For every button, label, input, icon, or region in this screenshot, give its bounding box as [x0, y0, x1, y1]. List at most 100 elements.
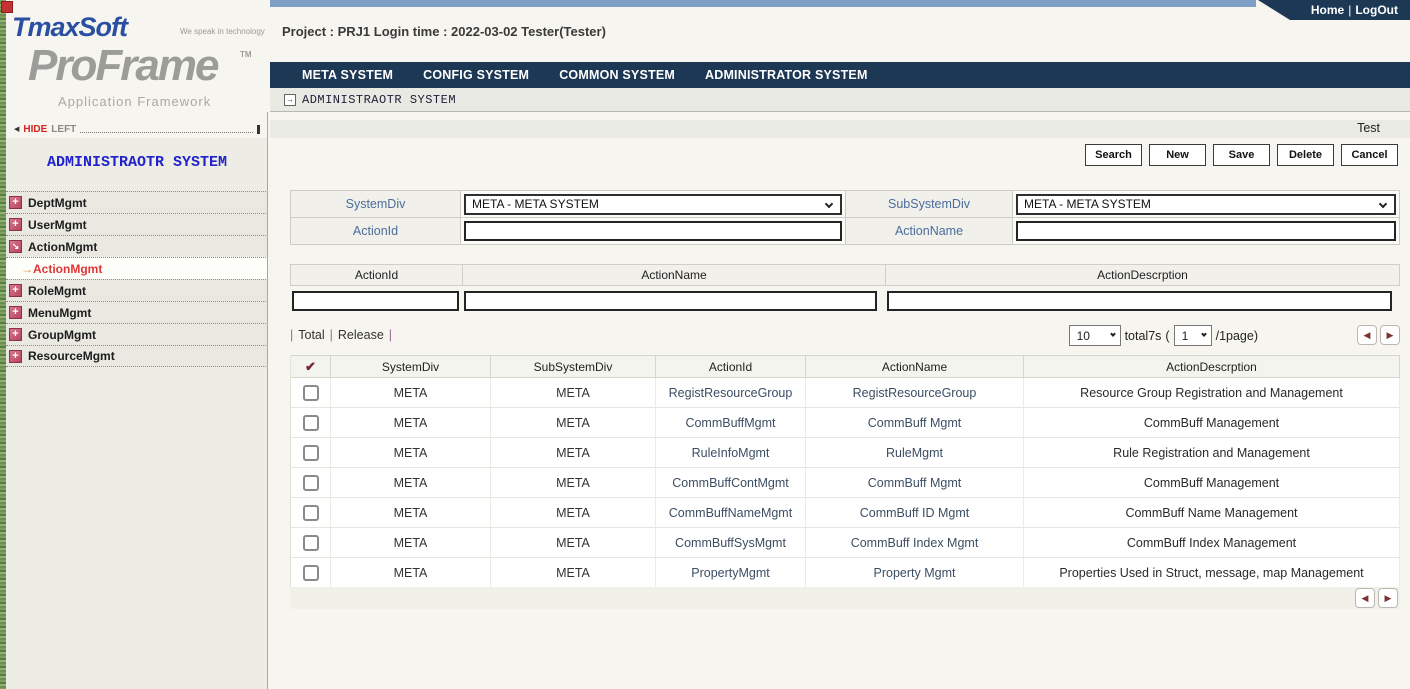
plus-icon[interactable]: +: [9, 349, 22, 363]
total-count-label: total7s: [1124, 328, 1162, 343]
table-header-row: ✔ SystemDiv SubSystemDiv ActionId Action…: [291, 356, 1400, 378]
top-accent-strip: [270, 0, 1256, 7]
row-checkbox[interactable]: [302, 384, 319, 401]
cell-subsystemdiv: META: [491, 528, 656, 558]
cell-systemdiv: META: [331, 378, 491, 408]
prev-page-button[interactable]: ◀: [1355, 588, 1375, 608]
sidebar-item-actionmgmt[interactable]: ↘ ActionMgmt: [6, 235, 268, 257]
search-button[interactable]: Search: [1085, 144, 1142, 166]
cell-actionname: CommBuff ID Mgmt: [806, 498, 1024, 528]
project-session-info: Project : PRJ1 Login time : 2022-03-02 T…: [282, 24, 606, 39]
sidebar-menu: + DeptMgmt + UserMgmt ↘ ActionMgmt → Act…: [6, 191, 268, 367]
chevron-down-icon: [824, 199, 834, 208]
page-size-select[interactable]: 10: [1068, 325, 1121, 346]
tab-separator: |: [290, 328, 294, 342]
entry-actiondescrption-input[interactable]: [887, 291, 1392, 311]
actionname-input[interactable]: [1016, 221, 1396, 241]
actionid-input[interactable]: [464, 221, 842, 241]
nav-meta-system[interactable]: META SYSTEM: [302, 68, 394, 82]
cell-actiondescrption: CommBuff Name Management: [1024, 498, 1400, 528]
cell-systemdiv: META: [331, 528, 491, 558]
breadcrumb: → ADMINISTRAOTR SYSTEM: [270, 88, 1410, 112]
cell-actionid: PropertyMgmt: [656, 558, 806, 588]
sidebar-content-divider: [267, 112, 268, 689]
entry-actionname-input[interactable]: [464, 291, 877, 311]
sidebar-item-usermgmt[interactable]: + UserMgmt: [6, 213, 268, 235]
row-checkbox[interactable]: [302, 414, 319, 431]
cancel-button[interactable]: Cancel: [1341, 144, 1398, 166]
table-row: META META RegistResourceGroup RegistReso…: [291, 378, 1400, 408]
tab-release[interactable]: Release: [337, 328, 384, 342]
cell-subsystemdiv: META: [491, 378, 656, 408]
systemdiv-select[interactable]: META - META SYSTEM: [464, 193, 842, 215]
cell-actionname: RuleMgmt: [806, 438, 1024, 468]
next-page-button[interactable]: ▶: [1378, 588, 1398, 608]
row-checkbox[interactable]: [302, 564, 319, 581]
systemdiv-selected-value: META - META SYSTEM: [472, 197, 599, 211]
row-checkbox[interactable]: [302, 534, 319, 551]
breadcrumb-box-arrow-icon[interactable]: →: [284, 93, 296, 106]
tab-total[interactable]: Total: [298, 328, 325, 342]
cell-subsystemdiv: META: [491, 498, 656, 528]
sidebar-item-deptmgmt[interactable]: + DeptMgmt: [6, 191, 268, 213]
dotted-leader: [80, 126, 253, 133]
entry-form: ActionId ActionName ActionDescrption: [290, 264, 1400, 316]
active-arrow-icon: →: [21, 261, 33, 276]
page-number-select[interactable]: 1: [1173, 325, 1212, 346]
table-row: META META CommBuffContMgmt CommBuff Mgmt…: [291, 468, 1400, 498]
chevron-down-icon: [1378, 199, 1388, 208]
delete-button[interactable]: Delete: [1277, 144, 1334, 166]
row-checkbox[interactable]: [302, 504, 319, 521]
entry-actionid-input[interactable]: [292, 291, 459, 311]
nav-administrator-system[interactable]: ADMINISTRATOR SYSTEM: [704, 68, 868, 82]
logout-link[interactable]: LogOut: [1355, 3, 1398, 17]
subsystemdiv-field: META - META SYSTEM: [1013, 191, 1400, 218]
plus-icon[interactable]: +: [9, 328, 22, 341]
sidebar-item-rolemgmt[interactable]: + RoleMgmt: [6, 279, 268, 301]
sidebar-item-groupmgmt[interactable]: + GroupMgmt: [6, 323, 268, 345]
select-all-checkbox[interactable]: ✔: [305, 358, 316, 374]
corner-flag-icon: [1, 1, 13, 13]
table-row: META META PropertyMgmt Property Mgmt Pro…: [291, 558, 1400, 588]
cell-subsystemdiv: META: [491, 438, 656, 468]
sidebar-item-menumgmt[interactable]: + MenuMgmt: [6, 301, 268, 323]
entry-form-header: ActionId ActionName ActionDescrption: [290, 264, 1400, 286]
chevron-down-icon: [1200, 331, 1207, 337]
row-checkbox[interactable]: [302, 444, 319, 461]
next-page-button[interactable]: ▶: [1380, 325, 1400, 345]
cell-actionid: RegistResourceGroup: [656, 378, 806, 408]
row-checkbox[interactable]: [302, 474, 319, 491]
sidebar-item-label: RoleMgmt: [28, 283, 86, 298]
page-suffix-label: /1page): [1215, 328, 1258, 343]
sidebar-item-resourcemgmt[interactable]: + ResourceMgmt: [6, 345, 268, 367]
table-row: META META CommBuffNameMgmt CommBuff ID M…: [291, 498, 1400, 528]
home-link[interactable]: Home: [1310, 3, 1345, 17]
sidebar-subitem-actionmgmt-active[interactable]: → ActionMgmt: [6, 257, 268, 279]
subsystemdiv-selected-value: META - META SYSTEM: [1024, 197, 1151, 211]
col-actiondescrption: ActionDescrption: [1024, 356, 1400, 378]
cell-subsystemdiv: META: [491, 558, 656, 588]
plus-icon[interactable]: +: [9, 196, 22, 209]
hide-left-toggle[interactable]: ◀ HIDE LEFT: [6, 120, 268, 138]
plus-icon[interactable]: +: [9, 218, 22, 231]
new-button[interactable]: New: [1149, 144, 1206, 166]
save-button[interactable]: Save: [1213, 144, 1270, 166]
leader-end-bar: [257, 124, 260, 134]
subsystemdiv-select[interactable]: META - META SYSTEM: [1016, 193, 1396, 215]
cell-actiondescrption: CommBuff Management: [1024, 468, 1400, 498]
expanded-arrow-icon[interactable]: ↘: [9, 240, 22, 253]
trademark-symbol: TM: [240, 50, 252, 59]
nav-common-system[interactable]: COMMON SYSTEM: [559, 68, 675, 82]
table-row: META META CommBuffMgmt CommBuff Mgmt Com…: [291, 408, 1400, 438]
cell-systemdiv: META: [331, 468, 491, 498]
tmaxsoft-tagline: We speak in technology: [180, 27, 265, 36]
plus-icon[interactable]: +: [9, 306, 22, 319]
prev-page-button[interactable]: ◀: [1357, 325, 1377, 345]
plus-icon[interactable]: +: [9, 284, 22, 297]
actionname-label: ActionName: [846, 218, 1013, 245]
nav-config-system[interactable]: CONFIG SYSTEM: [423, 68, 530, 82]
filter-form: SystemDiv META - META SYSTEM SubSystemDi…: [290, 190, 1400, 245]
sidebar-item-label: UserMgmt: [28, 217, 87, 232]
sidebar-item-label: GroupMgmt: [28, 327, 96, 342]
sidebar: TmaxSoft We speak in technology ProFrame…: [6, 0, 268, 689]
